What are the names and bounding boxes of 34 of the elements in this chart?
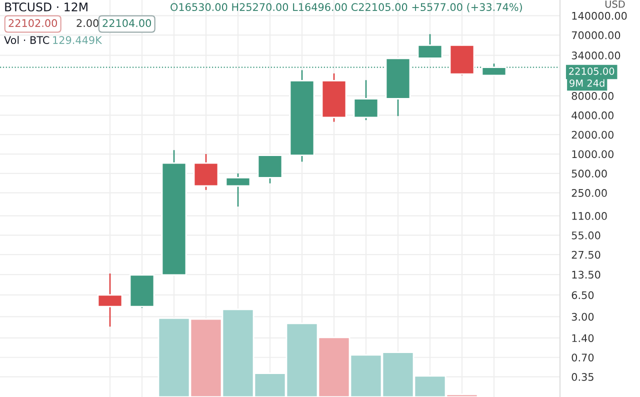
y-tick-label: 250.00 xyxy=(572,189,607,197)
candlestick xyxy=(417,33,443,60)
text: 9M 24d xyxy=(570,79,604,87)
y-tick-label: 8000.00 xyxy=(572,92,614,100)
candlestick xyxy=(193,153,219,191)
y-tick-label: 27.50 xyxy=(572,250,600,259)
y-tick-label: 0.35 xyxy=(572,373,594,381)
y-tick-label: 55.00 xyxy=(572,231,600,240)
annotation: 2.00 xyxy=(76,19,98,28)
y-tick-label: 1000.00 xyxy=(572,150,614,158)
candlestick xyxy=(353,79,379,121)
ref-line-label: 22105.00 xyxy=(569,68,614,75)
annotation: 129.449K xyxy=(53,36,102,44)
y-tick-label: 110.00 xyxy=(572,212,607,220)
y-tick-label: 500.00 xyxy=(572,170,607,178)
y-axis-title: USD xyxy=(605,0,625,8)
y-tick-label: 34000.00 xyxy=(572,52,620,60)
y-tick-label: 1.40 xyxy=(572,334,594,342)
y-tick-label: 2000.00 xyxy=(572,130,614,139)
legend-title: Vol · BTC xyxy=(4,36,50,44)
candlestick xyxy=(225,172,251,208)
candlestick xyxy=(257,154,283,184)
chart-title: BTCUSD · 12M xyxy=(5,2,88,12)
candlestick xyxy=(97,272,123,328)
y-tick-label: 4000.00 xyxy=(572,111,614,120)
y-tick-label: 0.70 xyxy=(572,354,594,362)
annotation: 22104.00 xyxy=(102,19,152,28)
y-tick-label: 3.00 xyxy=(572,312,594,321)
y-tick-label: 6.50 xyxy=(572,291,594,300)
annotation: O16530.00 H25270.00 L16496.00 C22105.00 +5577.00 (+33.74%) xyxy=(170,2,522,12)
y-tick-label: 70000.00 xyxy=(572,31,620,40)
y-tick-label: 13.50 xyxy=(572,270,600,279)
text: 22102.00 xyxy=(8,19,58,28)
y-tick-label: 140000.00 xyxy=(572,12,627,20)
